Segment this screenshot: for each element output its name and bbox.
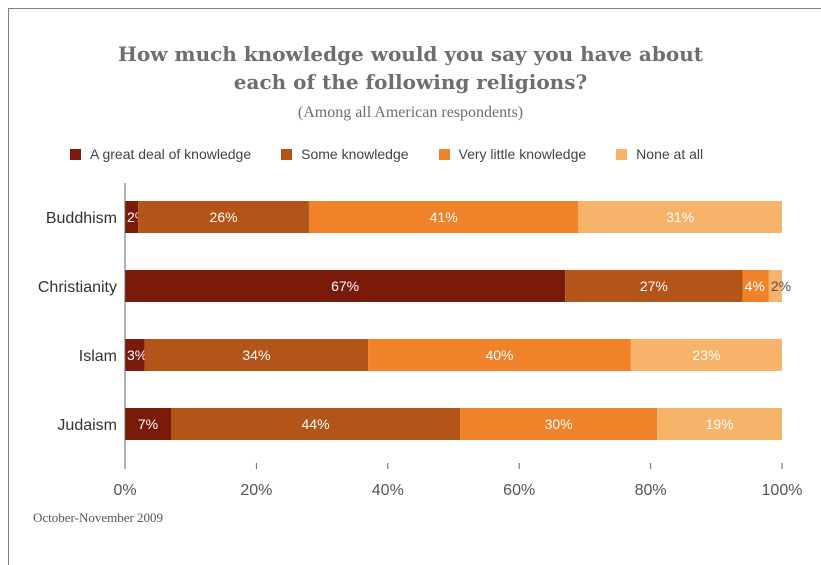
bar-segment bbox=[368, 339, 631, 371]
x-tick-label: 60% bbox=[503, 482, 535, 499]
category-label: Judaism bbox=[57, 417, 117, 434]
data-label: 44% bbox=[302, 416, 330, 432]
chart-footer-date: October-November 2009 bbox=[33, 510, 164, 525]
legend-label: A great deal of knowledge bbox=[90, 146, 252, 162]
chart-title-line-1: How much knowledge would you say you hav… bbox=[118, 42, 703, 66]
data-label: 23% bbox=[692, 347, 720, 363]
bar-segment bbox=[125, 270, 566, 302]
category-label: Buddhism bbox=[46, 210, 117, 227]
data-label: 67% bbox=[331, 278, 359, 294]
chart-subtitle: (Among all American respondents) bbox=[297, 104, 524, 121]
x-tick-label: 80% bbox=[635, 482, 667, 499]
data-label: 2% bbox=[771, 278, 791, 294]
x-tick-label: 0% bbox=[113, 482, 136, 499]
data-label: 4% bbox=[745, 278, 765, 294]
data-label: 31% bbox=[666, 209, 694, 225]
data-label: 34% bbox=[242, 347, 270, 363]
bar-segment bbox=[308, 201, 579, 233]
data-label: 41% bbox=[430, 209, 458, 225]
chart-title-line-2: each of the following religions? bbox=[233, 70, 588, 94]
legend-item-none: None at all bbox=[616, 146, 703, 162]
bar-segment bbox=[125, 339, 145, 371]
bar-segment bbox=[742, 270, 769, 302]
data-label: 26% bbox=[210, 209, 238, 225]
bar-segment bbox=[768, 270, 782, 302]
legend-item-very-little: Very little knowledge bbox=[438, 146, 587, 162]
x-tick-label: 40% bbox=[372, 482, 404, 499]
legend-label: Some knowledge bbox=[301, 146, 409, 162]
data-label: 27% bbox=[640, 278, 668, 294]
bar-segment bbox=[125, 408, 171, 440]
x-tick-label: 20% bbox=[240, 482, 272, 499]
legend-label: None at all bbox=[636, 146, 704, 162]
bar-segment bbox=[460, 408, 658, 440]
data-label: 7% bbox=[138, 416, 158, 432]
bar-segment bbox=[630, 339, 782, 371]
bar-segment bbox=[138, 201, 309, 233]
bar-segment bbox=[125, 201, 139, 233]
category-label: Islam bbox=[79, 348, 117, 365]
legend-item-some: Some knowledge bbox=[281, 146, 409, 162]
x-tick-label: 100% bbox=[762, 482, 803, 499]
data-label: 19% bbox=[706, 416, 734, 432]
data-label: 3% bbox=[127, 347, 147, 363]
chart-frame bbox=[8, 8, 821, 565]
legend-swatch bbox=[616, 148, 628, 160]
category-label: Christianity bbox=[38, 279, 117, 296]
bar-segment bbox=[578, 201, 782, 233]
bar-segment bbox=[170, 408, 461, 440]
chart-title: How much knowledge would you say you hav… bbox=[0, 40, 821, 96]
bar-segment bbox=[144, 339, 369, 371]
chart-legend: A great deal of knowledge Some knowledge… bbox=[70, 146, 703, 162]
data-label: 40% bbox=[485, 347, 513, 363]
legend-label: Very little knowledge bbox=[458, 146, 587, 162]
legend-swatch bbox=[70, 148, 81, 160]
bar-segment bbox=[657, 408, 782, 440]
data-label: 30% bbox=[545, 416, 573, 432]
bar-segment bbox=[565, 270, 743, 302]
legend-swatch bbox=[438, 148, 450, 160]
legend-swatch bbox=[281, 148, 293, 160]
legend-item-great-deal: A great deal of knowledge bbox=[70, 146, 251, 162]
